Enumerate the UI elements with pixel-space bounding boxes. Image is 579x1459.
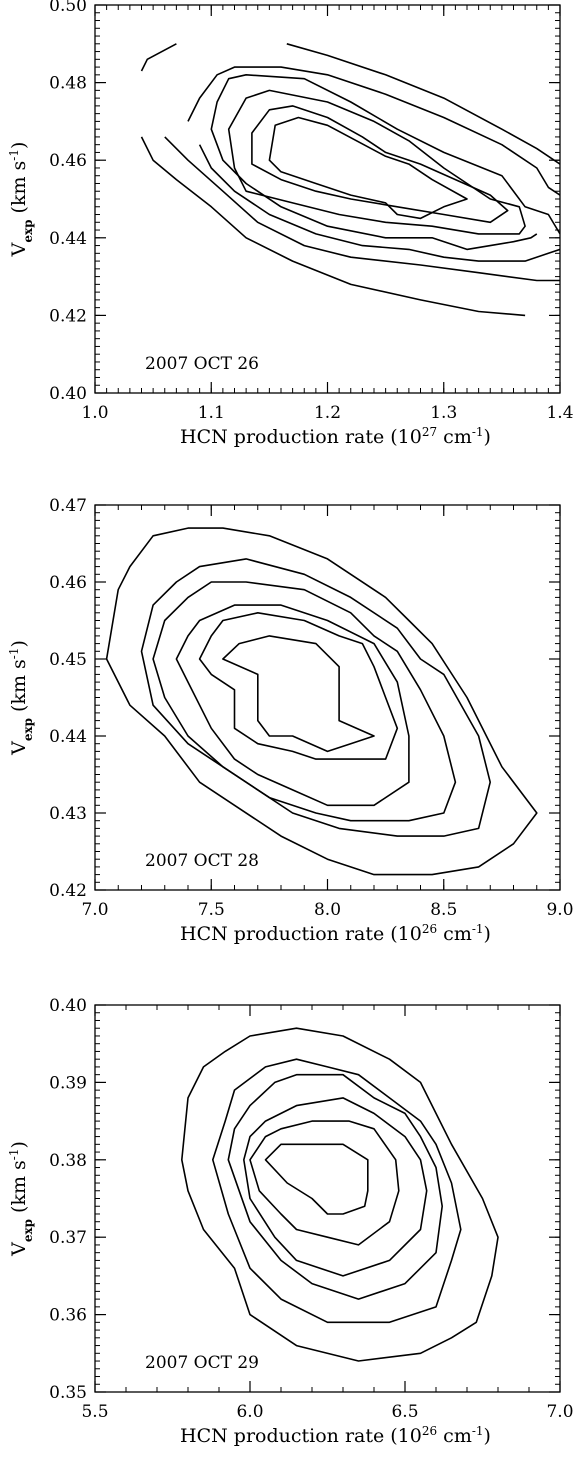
contour-panel-1: 1.0 1.1 1.2 1.3 1.4 0.40 0.42 0.44 0.46 0.48 0.50 2… (7, 0, 574, 448)
y-tick-label: 0.42 (49, 881, 87, 901)
contour-line (227, 89, 526, 235)
contour-line (222, 635, 375, 753)
x-tick-label: 1.2 (314, 403, 341, 423)
y-axis-label: Vexp (km s-1) (7, 640, 35, 756)
contour-line (140, 558, 491, 837)
y-tick-label: 0.47 (49, 496, 87, 516)
x-tick-label: 9.0 (546, 900, 573, 920)
y-tick-label: 0.35 (49, 1383, 87, 1403)
contour-line (227, 1073, 443, 1300)
y-tick-label: 0.37 (49, 1228, 87, 1248)
date-annotation: 2007 OCT 28 (145, 851, 259, 871)
x-tick-label: 7.0 (546, 1402, 573, 1422)
y-tick-label: 0.46 (49, 573, 87, 593)
contour-line (187, 66, 560, 196)
x-tick-label: 5.5 (81, 1402, 108, 1422)
y-tick-label: 0.46 (49, 151, 87, 171)
y-tick-label: 0.38 (49, 1151, 87, 1171)
y-tick-label: 0.40 (49, 384, 87, 404)
contour-panel-2: 7.0 7.5 8.0 8.5 9.0 0.42 0.43 0.44 0.45 0.46 0.47 2… (7, 496, 574, 945)
contour-line (140, 43, 177, 72)
x-tick-label: 1.0 (81, 403, 108, 423)
x-tick-label: 7.0 (81, 900, 108, 920)
contour-line (198, 144, 560, 262)
contour-line (268, 116, 468, 220)
contour-line (181, 1027, 499, 1362)
x-tick-label: 1.4 (546, 403, 573, 423)
contour-line (264, 1143, 369, 1215)
contour-lines (105, 527, 538, 876)
contour-line (251, 105, 509, 224)
y-tick-label: 0.48 (49, 74, 87, 94)
contour-line (164, 136, 560, 282)
y-tick-label: 0.36 (49, 1306, 87, 1326)
contour-line (152, 581, 457, 822)
contour-line (105, 527, 538, 876)
y-tick-label: 0.45 (49, 650, 87, 670)
contour-line (198, 612, 399, 760)
plot-frame (94, 1004, 561, 1393)
contour-line (249, 1120, 400, 1246)
y-tick-label: 0.50 (49, 0, 87, 16)
date-annotation: 2007 OCT 26 (145, 354, 259, 374)
contour-line (140, 136, 526, 317)
contour-line (243, 1097, 428, 1277)
x-tick-label: 6.0 (236, 1402, 263, 1422)
contour-lines (140, 43, 560, 317)
y-axis-label: Vexp (km s-1) (7, 1141, 35, 1257)
x-axis-label: HCN production rate (1027 cm-1) (180, 425, 491, 448)
x-tick-label: 1.3 (430, 403, 457, 423)
y-tick-label: 0.44 (49, 229, 87, 249)
x-tick-label: 1.1 (198, 403, 225, 423)
x-tick-label: 8.0 (314, 900, 341, 920)
x-axis-label: HCN production rate (1026 cm-1) (180, 922, 491, 945)
y-tick-label: 0.39 (49, 1073, 87, 1093)
contour-line (210, 74, 560, 251)
contour-panel-3: 5.5 6.0 6.5 7.0 0.35 0.36 0.37 0.38 0.39 0.40 2007… (7, 996, 574, 1447)
x-tick-label: 8.5 (430, 900, 457, 920)
contour-line (286, 43, 560, 165)
x-tick-label: 6.5 (391, 1402, 418, 1422)
contour-line (212, 1058, 462, 1324)
date-annotation: 2007 OCT 29 (145, 1353, 259, 1373)
x-axis-label: HCN production rate (1026 cm-1) (180, 1424, 491, 1447)
y-tick-label: 0.42 (49, 306, 87, 326)
y-tick-label: 0.44 (49, 727, 87, 747)
y-tick-label: 0.43 (49, 804, 87, 824)
x-tick-label: 7.5 (198, 900, 225, 920)
contour-line (175, 604, 410, 807)
y-tick-label: 0.40 (49, 996, 87, 1016)
contour-lines (181, 1027, 499, 1362)
y-axis-label: Vexp (km s-1) (7, 142, 35, 258)
